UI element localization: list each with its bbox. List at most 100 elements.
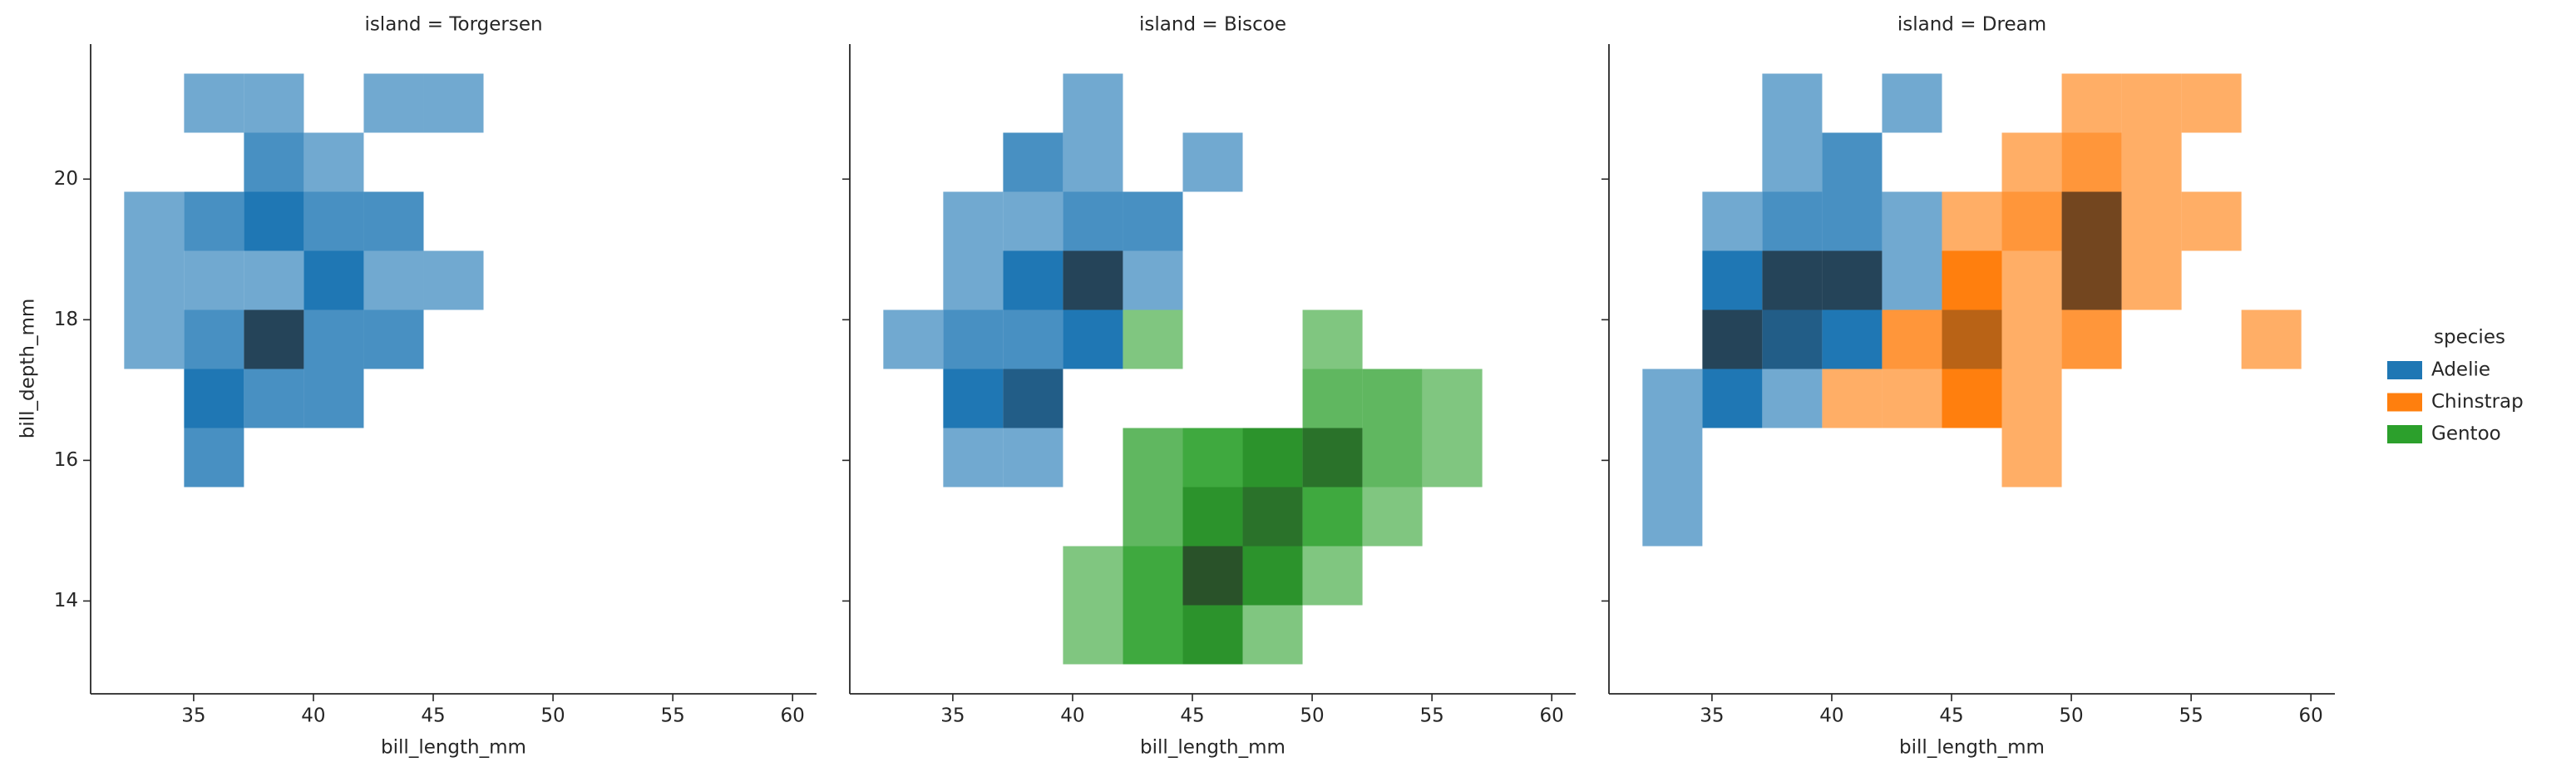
hist-cell xyxy=(1003,251,1063,310)
hist-cell xyxy=(1942,428,2001,487)
hist-cell xyxy=(1362,487,1423,547)
hist-cell xyxy=(184,606,244,665)
hist-cell xyxy=(184,309,244,369)
hist-cell xyxy=(2001,428,2062,487)
hist-cell xyxy=(2122,369,2182,428)
hist-cell xyxy=(2002,487,2062,547)
hist-cell xyxy=(1063,73,1123,133)
hist-cell xyxy=(1063,546,1123,606)
hist-cell xyxy=(1702,191,1763,251)
hist-cell xyxy=(184,428,244,487)
hist-cell xyxy=(484,606,544,665)
hist-cell xyxy=(184,487,244,547)
hist-cell xyxy=(1063,309,1123,369)
hist-cell xyxy=(2061,250,2122,310)
hist-cell xyxy=(2242,487,2302,547)
hist-cell xyxy=(1702,192,1762,251)
hist-cell xyxy=(1182,132,1243,192)
hist-cell xyxy=(1003,369,1063,428)
hist-cell xyxy=(124,74,184,133)
hist-cell xyxy=(1123,309,1183,369)
hist-cell xyxy=(664,251,723,310)
hist-cell xyxy=(2121,250,2182,310)
hist-cell xyxy=(363,369,423,428)
x-tick-label: 50 xyxy=(540,705,565,727)
hist-cell xyxy=(1762,309,1823,369)
hist-cell xyxy=(1363,74,1423,133)
hist-cell xyxy=(883,74,943,133)
hist-cell xyxy=(244,250,304,310)
x-tick-label: 40 xyxy=(301,705,325,727)
hist-cell xyxy=(1642,487,1702,547)
hist-cell xyxy=(723,192,783,251)
hist-cell xyxy=(1882,428,1942,487)
hist-cell xyxy=(664,133,723,192)
hist-cell xyxy=(1243,369,1303,428)
hist-cell xyxy=(2061,73,2122,133)
hist-cell xyxy=(1642,428,1702,487)
hist-cell xyxy=(2122,310,2182,369)
hist-cell xyxy=(883,487,943,547)
hist-cell xyxy=(2242,192,2302,251)
hist-cell xyxy=(2062,487,2122,547)
hist-cell xyxy=(1642,369,1703,428)
hist-cell xyxy=(244,132,304,192)
hist-cell xyxy=(664,74,723,133)
hist-cell xyxy=(124,487,184,547)
hist-cell xyxy=(2182,251,2242,310)
hist-cell xyxy=(1242,605,1303,665)
hist-cell xyxy=(1642,74,1702,133)
hist-cell xyxy=(303,369,364,428)
hist-cell xyxy=(943,250,1004,310)
hist-cell xyxy=(1182,251,1242,310)
hist-cell xyxy=(604,487,664,547)
hist-cell xyxy=(124,428,184,487)
hist-cell xyxy=(184,547,244,606)
hist-cell xyxy=(1822,132,1883,192)
hist-cell xyxy=(1423,251,1483,310)
hist-cell xyxy=(484,547,544,606)
hist-cell xyxy=(943,606,1003,665)
hist-cell xyxy=(2061,132,2122,192)
hist-cell xyxy=(1483,133,1542,192)
hist-cell xyxy=(1942,191,2002,251)
hist-cell xyxy=(1003,428,1063,487)
hist-cell xyxy=(1182,310,1242,369)
hist-cell xyxy=(2122,428,2182,487)
hist-cell xyxy=(664,547,723,606)
hist-cell xyxy=(1242,546,1303,606)
hist-cell xyxy=(1702,487,1762,547)
hist-cell xyxy=(303,547,363,606)
hist-cell xyxy=(1882,192,1942,251)
hist-cell xyxy=(723,547,783,606)
hist-cell xyxy=(1063,192,1123,251)
hist-cell xyxy=(184,73,244,133)
hist-cell xyxy=(484,74,544,133)
hist-cell xyxy=(883,428,943,487)
hist-cell xyxy=(1822,369,1883,428)
hist-cell xyxy=(2002,74,2062,133)
hist-cell xyxy=(1182,487,1243,547)
hist-cell xyxy=(664,369,723,428)
facet-title: island = Biscoe xyxy=(1139,14,1286,36)
hist-cell xyxy=(1702,369,1762,428)
hist-cell xyxy=(943,310,1003,369)
hist-cell xyxy=(1942,250,2002,310)
hist-cell xyxy=(1642,428,1703,487)
hist-cell xyxy=(1483,74,1542,133)
hist-cell xyxy=(664,192,723,251)
hist-cell xyxy=(1882,250,1942,310)
hist-cell xyxy=(1003,487,1063,547)
hist-cell xyxy=(124,369,184,428)
hist-cell xyxy=(1302,309,1363,369)
hist-cell xyxy=(604,428,664,487)
hist-cell xyxy=(2001,132,2062,192)
hist-cell xyxy=(1243,192,1303,251)
hist-cell xyxy=(943,369,1003,428)
hist-cell xyxy=(544,369,604,428)
x-tick-label: 60 xyxy=(781,705,805,727)
hist-cell xyxy=(2062,547,2122,606)
hist-cell xyxy=(1063,310,1123,369)
hist-cell xyxy=(303,428,363,487)
hist-cell xyxy=(2122,487,2182,547)
